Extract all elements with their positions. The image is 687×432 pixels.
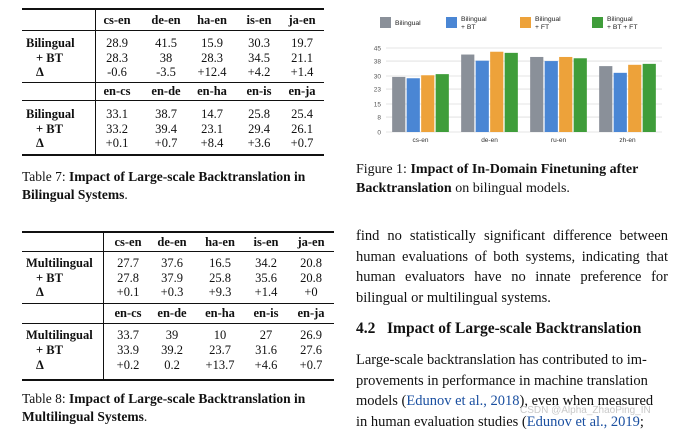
y-tick-label: 0 [377, 130, 381, 137]
bar [530, 57, 543, 132]
y-tick-label: 15 [374, 102, 382, 109]
row-label: Multilingual [26, 328, 93, 342]
row-label: + BT [36, 271, 63, 285]
legend-swatch [592, 17, 603, 28]
legend-label: Bilingual [461, 16, 487, 23]
table8-mid-rule-2 [22, 323, 334, 324]
watermark: CSDN @Alpha_ZhaoPing_IN [520, 405, 651, 416]
row-label: Bilingual [26, 36, 75, 50]
column-header: en-ja [272, 84, 332, 98]
table-cell: 20.8 [281, 271, 341, 285]
table7-caption-tail: . [124, 187, 127, 202]
table8-top-rule [22, 231, 334, 233]
table-cell: +0.7 [272, 136, 332, 150]
bar [614, 73, 627, 132]
table-cell: +0.7 [281, 358, 341, 372]
section-title: Impact of Large-scale Backtranslation [387, 320, 641, 337]
legend-label: Bilingual [395, 20, 421, 27]
paragraph-human-eval: find no statistically significant differ… [356, 226, 668, 308]
y-tick-label: 30 [374, 74, 382, 81]
bar [461, 55, 474, 132]
table7-caption-label: Table 7: [22, 169, 66, 184]
x-tick-label: zh-en [619, 137, 636, 144]
table8-bottom-rule [22, 379, 334, 381]
paragraph-line-2: provements in performance in machine tra… [356, 371, 668, 392]
row-label: + BT [36, 343, 63, 357]
legend-label: Bilingual [535, 16, 561, 23]
legend-label: Bilingual [607, 16, 633, 23]
legend-label: + BT + FT [607, 24, 637, 31]
table8-header-rule [22, 251, 334, 252]
bar [643, 64, 656, 132]
section-heading: 4.2 Impact of Large-scale Backtranslatio… [356, 320, 641, 338]
table7-bottom-rule [22, 154, 324, 156]
column-header: en-ja [281, 306, 341, 320]
bar [490, 52, 503, 132]
bar [599, 66, 612, 132]
bar [476, 61, 489, 132]
legend-swatch [446, 17, 457, 28]
x-tick-label: de-en [481, 137, 498, 144]
bar [574, 58, 587, 132]
table-cell: 20.8 [281, 256, 341, 270]
column-header: ja-en [272, 13, 332, 27]
x-tick-label: ru-en [551, 137, 567, 144]
row-label: Multilingual [26, 256, 93, 270]
bar [545, 61, 558, 132]
bar [436, 74, 449, 132]
table8-caption-tail: . [144, 409, 147, 424]
legend-label: + FT [535, 24, 549, 31]
table7-caption: Table 7: Impact of Large-scale Backtrans… [22, 168, 342, 204]
row-label: + BT [36, 51, 63, 65]
table8-caption: Table 8: Impact of Large-scale Backtrans… [22, 390, 342, 426]
table7-mid-rule-2 [22, 100, 324, 101]
bar [392, 77, 405, 132]
legend-swatch [520, 17, 531, 28]
table8-caption-label: Table 8: [22, 391, 66, 406]
table8-mid-rule-1 [22, 303, 334, 304]
figure1-caption: Figure 1: Impact of In-Domain Finetuning… [356, 160, 674, 198]
section-number: 4.2 [356, 320, 375, 337]
bar [421, 75, 434, 132]
y-tick-label: 45 [374, 46, 382, 53]
bar [628, 65, 641, 132]
bar [407, 78, 420, 132]
table-cell: +1.4 [272, 65, 332, 79]
figure1-caption-label: Figure 1: [356, 162, 407, 177]
table-cell: 26.9 [281, 328, 341, 342]
bar [559, 57, 572, 132]
y-tick-label: 23 [374, 87, 382, 94]
table-cell: 27.6 [281, 343, 341, 357]
citation-link-edunov-2018[interactable]: Edunov et al., 2018 [406, 393, 519, 409]
table-cell: 25.4 [272, 107, 332, 121]
x-tick-label: cs-en [413, 137, 429, 144]
table7-mid-rule-1 [22, 82, 324, 83]
figure1-caption-tail: on bilingual models. [452, 181, 570, 196]
row-label: Bilingual [26, 107, 75, 121]
paragraph-backtranslation: Large-scale backtranslation has contribu… [356, 350, 668, 432]
row-label: Δ [36, 136, 44, 150]
table-cell: 19.7 [272, 36, 332, 50]
row-label: Δ [36, 285, 44, 299]
figure1-bar-chart: 0 8 15 23 30 38 45 cs-en de-en ru-en zh-en Bilingua… [360, 8, 670, 158]
paragraph-line-1: Large-scale backtranslation has contribu… [356, 350, 668, 371]
legend-swatch [380, 17, 391, 28]
row-label: Δ [36, 65, 44, 79]
y-tick-label: 8 [377, 115, 381, 122]
y-tick-label: 38 [374, 59, 382, 66]
row-label: Δ [36, 358, 44, 372]
table-cell: 21.1 [272, 51, 332, 65]
table7-top-rule [22, 8, 324, 10]
row-label: + BT [36, 122, 63, 136]
bar [505, 53, 518, 132]
table-cell: 26.1 [272, 122, 332, 136]
column-header: ja-en [281, 235, 341, 249]
table-cell: +0 [281, 285, 341, 299]
legend-label: + BT [461, 24, 476, 31]
table7-header-rule [22, 30, 324, 31]
